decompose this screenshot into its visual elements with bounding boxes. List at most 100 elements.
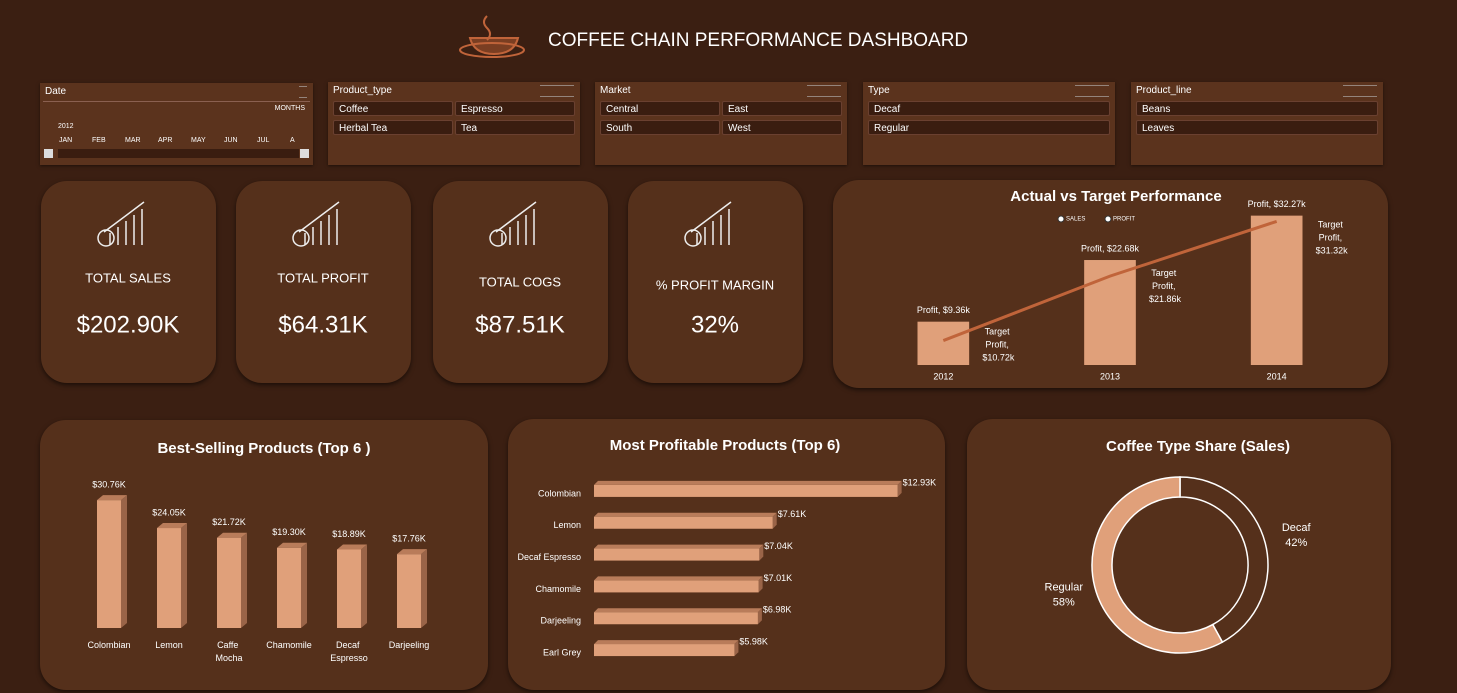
legend-label: SALES	[1066, 217, 1085, 223]
year-label: 2012	[58, 123, 74, 130]
bar-side	[772, 512, 777, 529]
data-label: $17.76K	[392, 534, 426, 544]
y-tick-label: Lemon	[553, 520, 581, 530]
bar-top	[594, 640, 739, 645]
bar-top	[157, 523, 187, 529]
legend-label: Regular	[1045, 582, 1084, 594]
kpi-icon	[684, 201, 732, 247]
slicer-item: Espresso	[455, 101, 575, 116]
bar-side	[301, 542, 307, 628]
slicer-item: Central	[600, 101, 720, 116]
dashboard-title: COFFEE CHAIN PERFORMANCE DASHBOARD	[548, 30, 968, 51]
data-label: Profit, $22.68k	[1081, 243, 1140, 253]
data-label: $18.89K	[332, 529, 366, 539]
bar-top	[594, 608, 762, 613]
bar	[594, 612, 758, 625]
slicer-divider	[43, 101, 310, 102]
kpi-card	[433, 181, 608, 383]
icon-shape	[103, 201, 145, 245]
icon-shape	[489, 229, 507, 247]
bar	[97, 500, 121, 628]
slicer-item: Leaves	[1136, 120, 1378, 135]
chart-title: Best-Selling Products (Top 6 )	[157, 440, 370, 457]
bar-top	[277, 542, 307, 548]
bar-top	[594, 512, 777, 517]
month-label: APR	[158, 137, 173, 144]
slicer-title: Market	[600, 85, 631, 96]
y-tick-label: Colombian	[538, 488, 581, 498]
x-tick-label: 2014	[1267, 371, 1287, 381]
slicer: Market Central East South West	[595, 82, 847, 165]
data-label: Target Profit, $21.86k	[1149, 269, 1182, 305]
data-label: $7.01K	[764, 573, 793, 583]
kpi-label: % PROFIT MARGIN	[656, 277, 774, 292]
month-label: MAY	[191, 137, 206, 144]
x-tick-label: Lemon	[155, 640, 183, 650]
icon-shape	[97, 229, 115, 247]
bar-side	[758, 576, 763, 593]
month-label: JUN	[224, 137, 238, 144]
data-label: $24.05K	[152, 507, 186, 517]
kpi-icon	[489, 201, 537, 247]
chart-title: Actual vs Target Performance	[1010, 188, 1221, 205]
bar	[397, 554, 421, 628]
kpi-value: $202.90K	[77, 311, 180, 338]
slicer: Type Decaf Regular	[863, 82, 1115, 165]
slicer-icons	[540, 85, 574, 97]
slicer-title: Product_type	[333, 85, 392, 96]
slicer: Product_line Beans Leaves	[1131, 82, 1383, 165]
bar-top	[397, 549, 427, 555]
bar-side	[121, 495, 127, 628]
bar	[1250, 215, 1303, 365]
data-label: $6.98K	[763, 605, 792, 615]
month-label: FEB	[92, 137, 106, 144]
legend-label: Decaf	[1282, 522, 1312, 534]
bar	[277, 547, 301, 628]
kpi-label: TOTAL COGS	[479, 274, 561, 289]
slicer-item: Beans	[1136, 101, 1378, 116]
data-label: 42%	[1285, 537, 1307, 549]
bar-top	[337, 544, 367, 550]
slicer-icons	[1075, 85, 1109, 97]
data-label: $5.98K	[739, 636, 768, 646]
slicer-title: Date	[45, 86, 67, 97]
x-tick-label: Colombian	[87, 640, 130, 650]
bar	[337, 549, 361, 628]
kpi-value: 32%	[691, 311, 739, 338]
kpi-card	[628, 181, 803, 383]
y-tick-label: Decaf Espresso	[517, 552, 581, 562]
bar	[157, 528, 181, 628]
bar-side	[734, 640, 739, 657]
kpi-icon	[292, 201, 340, 247]
bar-side	[421, 549, 427, 628]
slicer-icons	[807, 85, 841, 97]
slicer-item: West	[722, 120, 842, 135]
data-label: $21.72K	[212, 517, 246, 527]
kpi-card	[236, 181, 411, 383]
data-label: Target Profit, $31.32k	[1316, 220, 1349, 256]
bar	[917, 321, 970, 365]
slicer-item: South	[600, 120, 720, 135]
bar	[594, 548, 760, 561]
y-tick-label: Chamomile	[535, 584, 581, 594]
slicer-item: Regular	[868, 120, 1110, 135]
kpi-value: $64.31K	[278, 311, 367, 338]
bar-top	[97, 495, 127, 501]
slicer-item: East	[722, 101, 842, 116]
icon-shape	[495, 201, 537, 245]
slicer: Product_type Coffee Espresso Herbal Tea Tea	[328, 82, 580, 165]
slicer-title: Product_line	[1136, 85, 1192, 96]
slicer-item: Herbal Tea	[333, 120, 453, 135]
x-tick-label: 2012	[933, 371, 953, 381]
month-label: MAR	[125, 137, 141, 144]
timeline-bar	[58, 149, 299, 158]
icon-shape	[690, 201, 732, 245]
month-label: A	[290, 137, 295, 144]
bar	[594, 580, 759, 593]
y-tick-label: Darjeeling	[540, 616, 581, 626]
chart-title: Most Profitable Products (Top 6)	[610, 437, 841, 454]
scroll-left	[44, 149, 53, 158]
bar-side	[361, 544, 367, 628]
icon-shape	[292, 229, 310, 247]
